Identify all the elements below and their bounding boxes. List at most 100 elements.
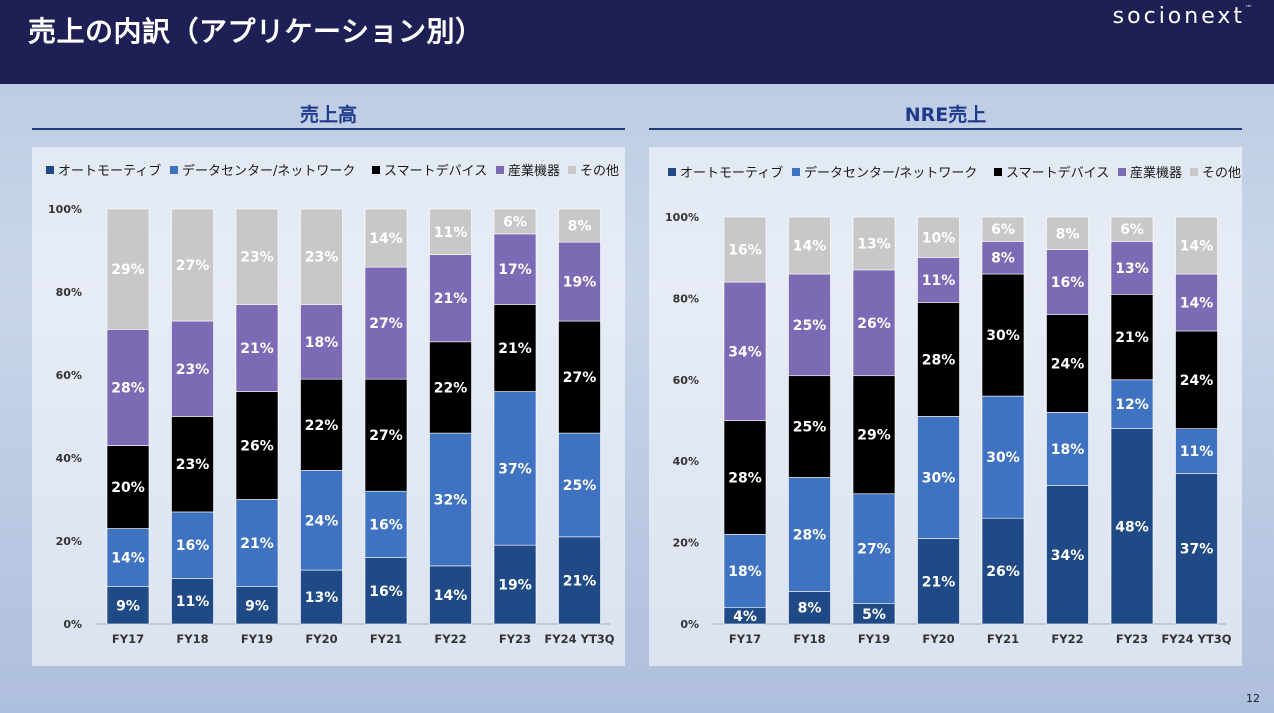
- bar-segment: [171, 320, 214, 417]
- legend-label: その他: [1202, 166, 1241, 181]
- data-label: 5%: [862, 607, 886, 623]
- y-tick-label: 80%: [56, 286, 82, 299]
- bar-segment: [106, 208, 150, 330]
- data-label: 8%: [798, 601, 822, 617]
- bar-segment: [852, 375, 896, 495]
- bar-segment: [429, 432, 472, 567]
- bar-segment: [788, 273, 831, 377]
- bar-segment: [493, 304, 537, 392]
- data-label: 32%: [434, 493, 468, 509]
- data-label: 24%: [1051, 357, 1085, 373]
- data-label: 18%: [1051, 442, 1085, 458]
- right-panel-underline: [649, 128, 1242, 130]
- bar-segment: [300, 208, 343, 305]
- y-tick-label: 0%: [680, 618, 699, 631]
- y-tick-label: 100%: [48, 203, 82, 216]
- slide-header: 売上の内訳（アプリケーション別） socionext™: [0, 0, 1274, 84]
- bar-segment: [723, 420, 767, 535]
- x-tick-label: FY24 YT3Q: [544, 632, 614, 646]
- bar-segment: [106, 586, 150, 625]
- data-label: 16%: [1051, 275, 1085, 291]
- data-label: 26%: [857, 316, 891, 332]
- legend-label: 産業機器: [1130, 165, 1182, 181]
- x-tick-label: FY21: [370, 632, 402, 646]
- x-tick-label: FY23: [499, 632, 531, 646]
- data-label: 30%: [986, 328, 1020, 344]
- data-label: 14%: [793, 238, 827, 254]
- bar-segment: [171, 416, 214, 513]
- bar-segment: [1175, 216, 1218, 275]
- bar-segment: [1175, 330, 1218, 429]
- data-label: 9%: [245, 598, 269, 614]
- bar-segment: [981, 517, 1025, 625]
- data-label: 34%: [1051, 548, 1085, 564]
- x-tick-label: FY22: [1051, 632, 1083, 646]
- bar-segment: [558, 320, 601, 434]
- bar-segment: [106, 329, 150, 446]
- data-label: 12%: [1115, 397, 1149, 413]
- data-label: 22%: [434, 380, 468, 396]
- bar-segment: [493, 391, 537, 546]
- bar-segment: [558, 536, 601, 625]
- page-number: 12: [1246, 692, 1260, 705]
- data-label: 8%: [568, 219, 592, 235]
- data-label: 30%: [986, 450, 1020, 466]
- bar-segment: [1046, 314, 1089, 413]
- socionext-logo: socionext™: [1113, 4, 1252, 29]
- data-label: 13%: [857, 236, 891, 252]
- y-tick-label: 20%: [673, 537, 699, 550]
- legend-label: オートモーティブ: [58, 163, 161, 179]
- bar-segment: [1175, 473, 1218, 625]
- data-label: 25%: [793, 420, 827, 436]
- legend-label: スマートデバイス: [1006, 165, 1109, 181]
- data-label: 24%: [1180, 373, 1214, 389]
- data-label: 27%: [563, 370, 597, 386]
- data-label: 6%: [1120, 222, 1144, 238]
- data-label: 19%: [563, 275, 597, 291]
- bar-segment: [429, 341, 472, 434]
- bar-segment: [1046, 485, 1089, 625]
- bar-segment: [235, 586, 279, 625]
- y-tick-label: 40%: [673, 455, 699, 468]
- legend-swatch: [496, 166, 504, 174]
- data-label: 13%: [1115, 261, 1149, 277]
- y-tick-label: 80%: [673, 292, 699, 305]
- x-tick-label: FY19: [241, 632, 273, 646]
- bar-segment: [852, 216, 896, 271]
- data-label: 11%: [434, 225, 468, 241]
- data-label: 22%: [305, 418, 339, 434]
- data-label: 21%: [240, 536, 274, 552]
- bar-segment: [1110, 428, 1154, 625]
- data-label: 28%: [728, 470, 762, 486]
- x-tick-label: FY24 YT3Q: [1161, 632, 1231, 646]
- bar-segment: [1110, 216, 1154, 242]
- legend-swatch: [792, 168, 800, 176]
- legend-swatch: [46, 166, 54, 174]
- data-label: 26%: [986, 564, 1020, 580]
- legend-swatch: [668, 168, 676, 176]
- data-label: 16%: [728, 243, 762, 259]
- data-label: 29%: [111, 262, 145, 278]
- bar-segment: [300, 378, 343, 471]
- bar-segment: [1046, 412, 1089, 486]
- left-panel-underline: [32, 128, 625, 130]
- legend-label: データセンター/ネットワーク: [182, 163, 355, 179]
- data-label: 18%: [305, 335, 339, 351]
- data-label: 26%: [240, 439, 274, 455]
- data-label: 16%: [176, 538, 210, 554]
- data-label: 37%: [498, 461, 532, 477]
- y-tick-label: 100%: [665, 211, 699, 224]
- data-label: 11%: [1180, 444, 1214, 460]
- bar-segment: [558, 241, 601, 322]
- data-label: 6%: [991, 222, 1015, 238]
- y-tick-label: 40%: [56, 452, 82, 465]
- bar-segment: [917, 257, 960, 303]
- data-label: 20%: [111, 480, 145, 496]
- data-label: 23%: [176, 457, 210, 473]
- x-tick-label: FY20: [922, 632, 954, 646]
- bar-segment: [917, 416, 960, 539]
- data-label: 10%: [922, 230, 956, 246]
- bar-segment: [235, 499, 279, 587]
- bar-segment: [723, 216, 767, 283]
- data-label: 17%: [498, 262, 532, 278]
